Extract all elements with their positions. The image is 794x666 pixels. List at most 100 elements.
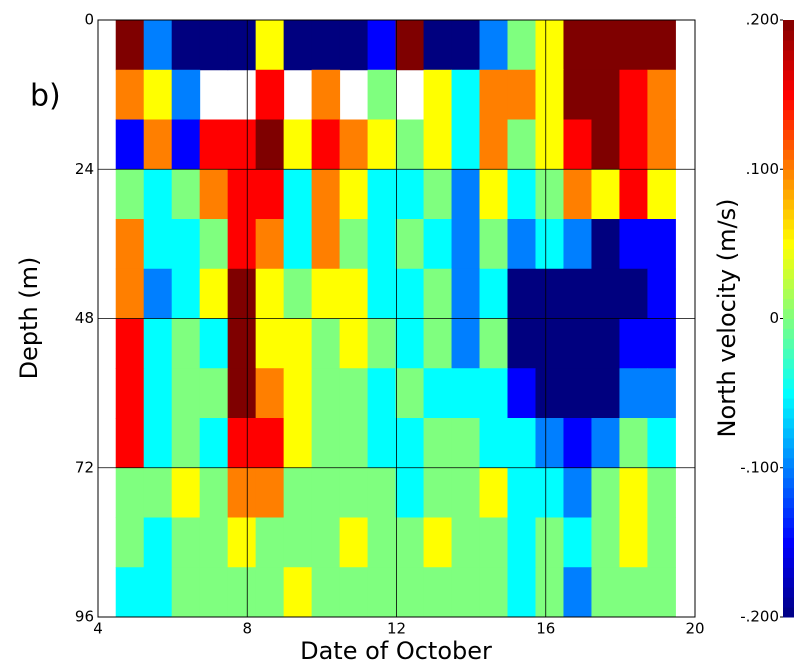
heatmap-cell [199, 418, 229, 469]
heatmap-cell [283, 467, 313, 518]
x-tick-label: 12 [387, 620, 406, 638]
colorbar-tick-label: -.100 [740, 458, 779, 476]
heatmap-cell [591, 418, 620, 469]
heatmap-cell [395, 318, 425, 369]
heatmap-cell [255, 467, 285, 518]
heatmap-cell [339, 418, 369, 469]
heatmap-cell [507, 20, 536, 71]
heatmap-cell [339, 567, 369, 618]
colorbar-swatch [783, 497, 794, 509]
heatmap-cell [507, 418, 536, 469]
colorbar-swatch [783, 39, 794, 51]
colorbar-swatch [783, 268, 794, 280]
colorbar-swatch [783, 328, 794, 339]
heatmap-cell [507, 169, 536, 220]
heatmap-cell [255, 69, 285, 120]
heatmap-cell [423, 517, 453, 568]
heatmap-cell [143, 219, 173, 270]
colorbar-tick-label: .200 [746, 11, 779, 29]
heatmap-cell [591, 268, 620, 319]
heatmap-cell [619, 268, 648, 319]
colorbar-swatch [783, 298, 794, 310]
colorbar-swatch [783, 587, 794, 598]
heatmap-cell [479, 318, 509, 369]
heatmap-cell [143, 467, 173, 518]
heatmap-cell [395, 119, 425, 170]
heatmap-cell [311, 418, 341, 469]
colorbar-swatch [783, 577, 794, 588]
y-tick-label: 48 [75, 309, 94, 327]
heatmap-cell [451, 567, 481, 618]
colorbar-swatch [783, 29, 794, 41]
heatmap-cell [143, 169, 173, 220]
colorbar-swatch [783, 139, 794, 150]
y-tick-label: 24 [75, 160, 94, 178]
heatmap-cell [143, 268, 173, 319]
heatmap-cell [619, 517, 648, 568]
colorbar-swatch [783, 288, 794, 300]
colorbar-swatch [783, 437, 794, 449]
heatmap-cell [339, 219, 369, 270]
heatmap-cell [311, 169, 341, 220]
heatmap-cell [311, 268, 341, 319]
y-tick-label: 96 [75, 608, 94, 626]
heatmap-cell [115, 268, 145, 319]
heatmap-cell [339, 517, 369, 568]
colorbar-swatch [783, 219, 794, 230]
heatmap-cell [591, 467, 620, 518]
heatmap-cell [115, 368, 145, 419]
colorbar-swatch [783, 457, 794, 469]
heatmap-cell [591, 368, 620, 419]
heatmap-cell [479, 268, 509, 319]
heatmap-cell [591, 20, 620, 71]
heatmap-cell [283, 169, 313, 220]
heatmap-cell [647, 20, 676, 71]
heatmap-cell [171, 69, 201, 120]
heatmap-cell [227, 368, 257, 419]
colorbar-swatch [783, 238, 794, 250]
colorbar-swatch [783, 507, 794, 518]
heatmap-cell [367, 268, 397, 319]
heatmap-cell [143, 418, 173, 469]
heatmap-cell [199, 567, 229, 618]
heatmap-cell [451, 517, 481, 568]
heatmap-cell [647, 418, 676, 469]
heatmap-cell [199, 219, 229, 270]
heatmap-cell [143, 20, 173, 71]
colorbar-swatch [783, 467, 794, 479]
heatmap-cell [563, 20, 592, 71]
heatmap-cell [479, 368, 509, 419]
heatmap-cell [395, 567, 425, 618]
heatmap-cell [563, 219, 592, 270]
heatmap-cell [115, 20, 145, 71]
heatmap-cell [227, 567, 257, 618]
heatmap-cell [199, 368, 229, 419]
heatmap-cell [647, 169, 676, 220]
heatmap-cell [395, 219, 425, 270]
heatmap-cell [507, 219, 536, 270]
colorbar-swatch [783, 129, 794, 140]
heatmap-cell [535, 169, 564, 220]
heatmap-cell [563, 517, 592, 568]
heatmap-cell [451, 119, 481, 170]
colorbar-tick-label: -.200 [740, 608, 779, 626]
heatmap-cell [535, 219, 564, 270]
heatmap-cell [143, 69, 173, 120]
heatmap-cell [115, 69, 145, 120]
heatmap-cell [451, 368, 481, 419]
heatmap-cell [115, 567, 145, 618]
heatmap-cell [479, 20, 509, 71]
heatmap-cell [647, 567, 676, 618]
heatmap-cell [227, 219, 257, 270]
heatmap-cell [563, 119, 592, 170]
heatmap-cell [255, 368, 285, 419]
colorbar-swatch [783, 159, 794, 170]
colorbar-swatch [783, 248, 794, 260]
heatmap-cell [535, 318, 564, 369]
colorbar-swatch [783, 487, 794, 499]
heatmap-cell [339, 119, 369, 170]
heatmap-cell [143, 318, 173, 369]
heatmap-cell [171, 20, 201, 71]
heatmap-cell [283, 119, 313, 170]
heatmap-cell [199, 467, 229, 518]
